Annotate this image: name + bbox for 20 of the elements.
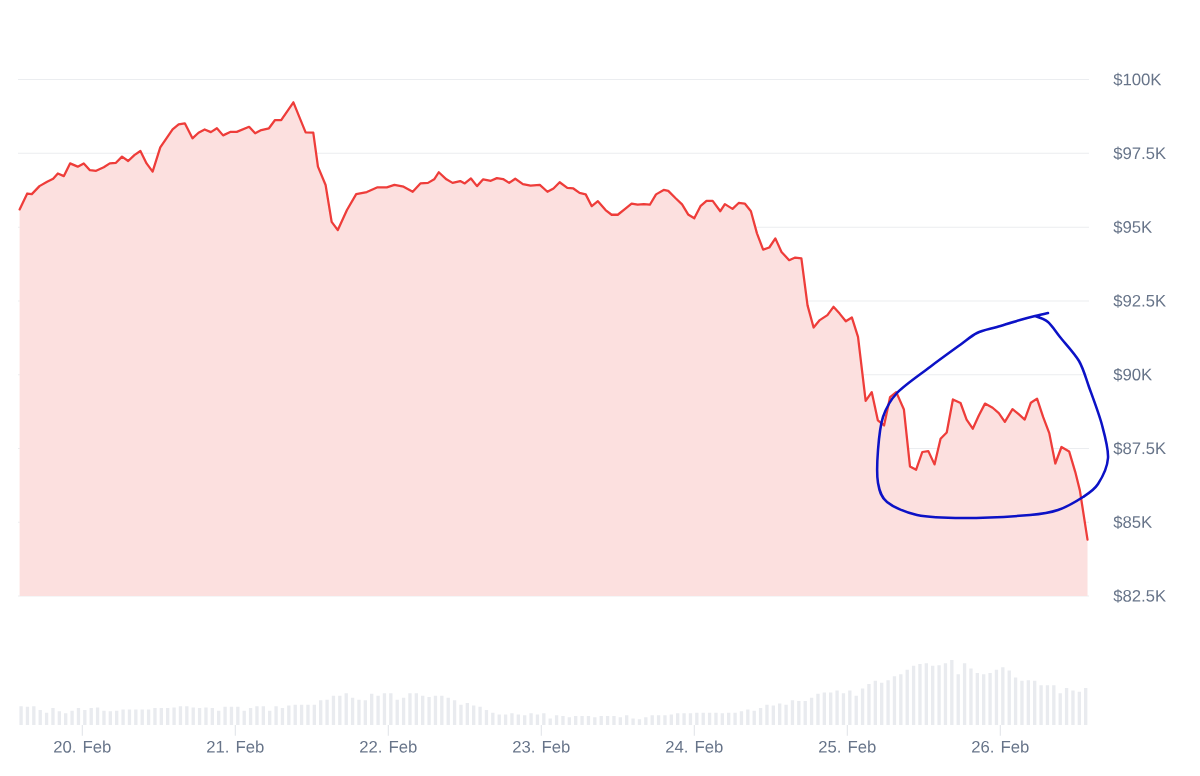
x-tick-label: 21. Feb xyxy=(207,740,264,753)
y-tick-label: $87.5K xyxy=(1113,441,1166,456)
bar xyxy=(841,693,846,725)
x-tick-label: 23. Feb xyxy=(513,740,570,753)
y-tick-label: $90K xyxy=(1113,367,1153,382)
x-tick-label: 25. Feb xyxy=(819,740,876,753)
x-tick-label: 24. Feb xyxy=(666,740,723,753)
x-tick-label: 22. Feb xyxy=(360,740,417,753)
y-tick-label: $92.5K xyxy=(1113,294,1166,308)
bar xyxy=(76,708,81,725)
bar xyxy=(382,693,387,725)
y-tick-label: $100K xyxy=(1113,72,1162,87)
x-tick-label: 26. Feb xyxy=(972,740,1029,753)
bar xyxy=(688,713,693,725)
y-tick-label: $85K xyxy=(1113,515,1153,529)
bar xyxy=(994,669,999,725)
y-tick-label: $97.5K xyxy=(1113,146,1166,161)
x-tick-label: 20. Feb xyxy=(54,740,111,753)
y-tick-label: $82.5K xyxy=(1113,589,1166,603)
y-tick-label: $95K xyxy=(1113,220,1153,234)
